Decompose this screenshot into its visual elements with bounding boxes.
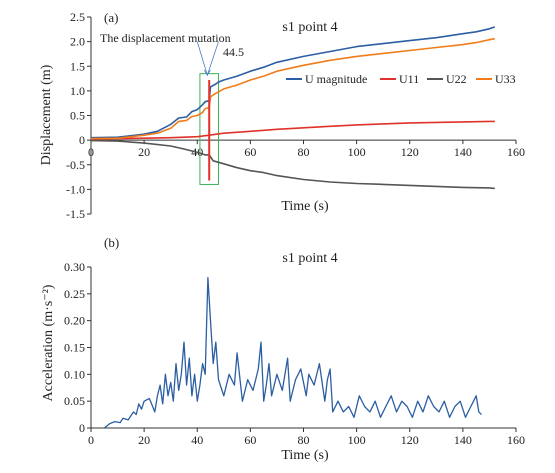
panel-b-series bbox=[103, 277, 482, 429]
panel-a-title: s1 point 4 bbox=[282, 20, 337, 35]
x-tick-label: 160 bbox=[507, 433, 525, 447]
legend-label: U11 bbox=[399, 72, 419, 86]
x-tick-label: 80 bbox=[298, 433, 310, 447]
mutation-pointer-lines bbox=[196, 41, 219, 77]
y-tick-label: -1.0 bbox=[66, 182, 85, 196]
mutation-highlight-box bbox=[199, 73, 219, 185]
y-tick-label: 0.05 bbox=[64, 394, 85, 408]
panel-b-axes: 0 0.05 0.10 0.15 0.20 0.25 0.30 0 20 40 60 80 100 120… bbox=[64, 260, 525, 447]
x-tick-label: 0 bbox=[88, 433, 94, 447]
legend-label: U magnitude bbox=[305, 72, 367, 86]
y-tick-label: 0.25 bbox=[64, 287, 85, 301]
series-line-u22 bbox=[90, 139, 495, 190]
displacement-chart: (a) s1 point 4 -1.5-1.0-0.500.51.01.52.0… bbox=[39, 10, 525, 221]
panel-a-label: (a) bbox=[104, 10, 118, 25]
panel-a-ylabel: Displacement (m) bbox=[39, 64, 54, 165]
x-tick-label: 140 bbox=[454, 433, 472, 447]
y-tick-label: 1.5 bbox=[70, 59, 85, 73]
panel-a-xlabel: Time (s) bbox=[281, 199, 329, 214]
y-tick-label: 0.30 bbox=[64, 260, 85, 274]
panel-b-xlabel: Time (s) bbox=[281, 448, 329, 463]
mutation-arrowhead bbox=[204, 69, 211, 76]
panel-b-label: (b) bbox=[104, 235, 119, 250]
legend-label: U33 bbox=[495, 72, 516, 86]
panel-b-ylabel: Acceleration (m·s⁻²) bbox=[41, 284, 56, 401]
x-tick-label: 100 bbox=[348, 145, 366, 159]
mutation-text: The displacement mutation bbox=[100, 31, 231, 45]
y-tick-label: 0.10 bbox=[64, 367, 85, 381]
y-tick-label: 0.5 bbox=[70, 109, 85, 123]
y-tick-label: 0 bbox=[79, 421, 85, 435]
x-tick-label: 120 bbox=[401, 145, 419, 159]
x-tick-label: 120 bbox=[401, 433, 419, 447]
y-tick-label: 0.15 bbox=[64, 341, 85, 355]
x-tick-label: 0 bbox=[88, 145, 94, 159]
panel-a-axes: -1.5-1.0-0.500.51.01.52.02.50 20 40 60 80 100… bbox=[66, 10, 525, 221]
x-tick-label: 80 bbox=[298, 145, 310, 159]
x-tick-label: 20 bbox=[138, 433, 150, 447]
series-line-u11 bbox=[90, 120, 495, 140]
acceleration-chart: (b) s1 point 4 0 0.05 0.10 0.15 0.20 0.25 0.30… bbox=[41, 235, 525, 463]
y-tick-label: 2.0 bbox=[70, 35, 85, 49]
mutation-time-label: 44.5 bbox=[223, 45, 244, 59]
x-tick-label: 140 bbox=[454, 145, 472, 159]
y-tick-label: 1.0 bbox=[70, 84, 85, 98]
panel-a-series bbox=[90, 26, 496, 190]
y-tick-label: -0.5 bbox=[66, 158, 85, 172]
x-tick-label: 20 bbox=[138, 145, 150, 159]
x-tick-label: 60 bbox=[244, 145, 256, 159]
y-tick-label: -1.5 bbox=[66, 207, 85, 221]
x-tick-label: 160 bbox=[507, 145, 525, 159]
series-line-0 bbox=[103, 277, 482, 429]
mutation-annotation: The displacement mutation 44.5 bbox=[100, 31, 244, 181]
y-tick-label: 0 bbox=[79, 133, 85, 147]
panel-b-title: s1 point 4 bbox=[282, 251, 337, 266]
series-line-u-magnitude bbox=[90, 26, 496, 139]
series-line-u33 bbox=[90, 37, 495, 140]
legend-label: U22 bbox=[446, 72, 467, 86]
y-tick-label: 0.20 bbox=[64, 314, 85, 328]
y-tick-label: 2.5 bbox=[70, 10, 85, 24]
x-tick-label: 60 bbox=[244, 433, 256, 447]
x-tick-label: 100 bbox=[348, 433, 366, 447]
panel-a-legend: U magnitude U11 U22 U33 bbox=[286, 72, 516, 86]
x-tick-label: 40 bbox=[191, 433, 203, 447]
mutation-box bbox=[199, 73, 219, 185]
